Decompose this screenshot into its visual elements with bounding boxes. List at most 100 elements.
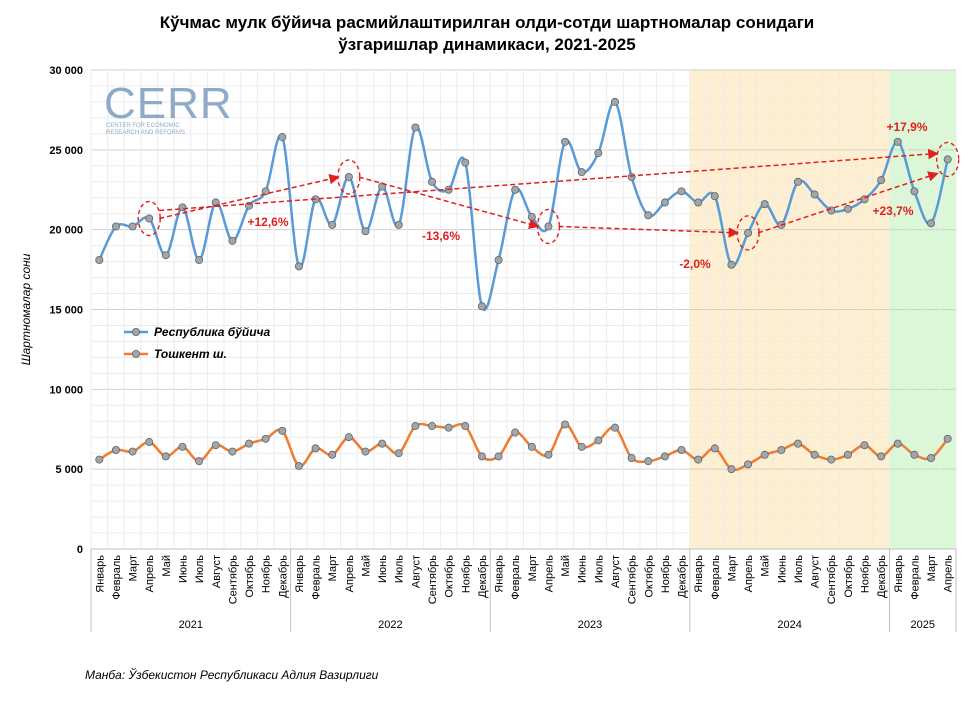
month-label: Декабрь <box>876 555 888 598</box>
month-label: Апрель <box>144 555 156 593</box>
series-0-point <box>278 133 287 142</box>
month-label: Январь <box>693 555 705 593</box>
series-1-point <box>843 450 852 459</box>
legend-marker-1 <box>131 349 140 358</box>
series-0-point <box>361 227 370 236</box>
logo-subtitle-line1: CENTER FOR ECONOMIC <box>106 123 180 129</box>
month-label: Ноябрь <box>660 555 672 593</box>
month-label: Июль <box>394 555 406 583</box>
series-1-point <box>228 447 237 456</box>
annotation-arrow-0 <box>159 173 340 220</box>
y-axis-title: Шартномалар сони <box>19 253 33 365</box>
series-0-point <box>394 220 403 229</box>
series-1-point <box>461 422 470 431</box>
month-label: Октябрь <box>444 555 456 598</box>
series-0-point <box>627 172 636 181</box>
month-label: Сентябрь <box>826 555 838 605</box>
month-label: Август <box>211 555 223 588</box>
series-0-point <box>328 220 337 229</box>
series-0-point <box>694 198 703 207</box>
month-label: Сентябрь <box>427 555 439 605</box>
month-label: Июль <box>194 555 206 583</box>
y-tick-label: 25 000 <box>49 145 83 157</box>
series-1-point <box>161 452 170 461</box>
month-label: Апрель <box>943 555 955 593</box>
series-1-point <box>111 446 120 455</box>
annotation-label-1: -13,6% <box>422 229 460 243</box>
month-label: Январь <box>494 555 506 593</box>
series-0-point <box>893 137 902 146</box>
series-0-point <box>195 256 204 265</box>
series-0-point <box>810 190 819 199</box>
series-1-point <box>927 453 936 462</box>
legend-label-0: Республика бўйича <box>154 325 271 339</box>
series-0-point <box>843 204 852 213</box>
month-label: Май <box>560 555 572 577</box>
series-1-point <box>810 450 819 459</box>
annotation-arrow-4 <box>159 148 939 212</box>
series-1-point <box>694 455 703 464</box>
series-0-point <box>428 177 437 186</box>
legend: Республика бўйича Тошкент ш. <box>124 325 271 361</box>
month-label: Июнь <box>776 555 788 583</box>
y-tick-label: 30 000 <box>49 65 83 77</box>
annotation-label-4: +17,9% <box>886 120 927 134</box>
series-0-point <box>111 222 120 231</box>
series-0-point <box>877 176 886 185</box>
annotation-layer: +12,6% -13,6% -2,0% +23,7% +17,9% <box>137 120 960 271</box>
year-label: 2025 <box>910 619 934 631</box>
month-label: Сентябрь <box>627 555 639 605</box>
series-0-point <box>793 177 802 186</box>
series-1-point <box>594 436 603 445</box>
series-1-point <box>827 455 836 464</box>
month-label: Март <box>527 555 539 581</box>
series-0-point <box>827 206 836 215</box>
chart-title-line2: ўзгаришлар динамикаси, 2021-2025 <box>338 35 636 54</box>
series-0-point <box>461 158 470 167</box>
month-label: Декабрь <box>477 555 489 598</box>
annotation-arrow-2 <box>558 225 740 238</box>
series-1-point <box>394 449 403 458</box>
series-1-point <box>893 439 902 448</box>
month-label: Май <box>760 555 772 577</box>
series-0-point <box>744 228 753 237</box>
series-1-point <box>644 457 653 466</box>
series-0-point <box>910 187 919 196</box>
legend-label-1: Тошкент ш. <box>154 347 227 361</box>
month-label: Январь <box>893 555 905 593</box>
month-label: Май <box>360 555 372 577</box>
series-1-point <box>660 452 669 461</box>
series-1-point <box>710 444 719 453</box>
series-1-point <box>610 423 619 432</box>
month-label: Август <box>410 555 422 588</box>
series-0-point <box>594 149 603 158</box>
chart-title: Кўчмас мулк бўйича расмийлаштирилган олд… <box>0 12 974 56</box>
series-1-point <box>544 450 553 459</box>
month-label: Октябрь <box>244 555 256 598</box>
y-tick-label: 20 000 <box>49 225 83 237</box>
month-label: Апрель <box>743 555 755 593</box>
month-label: Март <box>926 555 938 581</box>
year-label: 2022 <box>378 619 402 631</box>
month-label: Октябрь <box>643 555 655 598</box>
series-1-point <box>877 452 886 461</box>
series-1-point <box>261 434 270 443</box>
series-0-point <box>660 198 669 207</box>
month-label: Апрель <box>344 555 356 593</box>
month-label: Март <box>327 555 339 581</box>
month-label: Ноябрь <box>860 555 872 593</box>
year-label: 2023 <box>578 619 602 631</box>
series-0-point <box>145 214 154 223</box>
y-tick-label: 5 000 <box>55 464 83 476</box>
month-label: Июнь <box>177 555 189 583</box>
series-1-point <box>561 420 570 429</box>
annotation-label-2: -2,0% <box>679 257 711 271</box>
series-0-point <box>610 97 619 106</box>
month-label: Декабрь <box>277 555 289 598</box>
series-1-point <box>727 465 736 474</box>
series-1-point <box>860 441 869 450</box>
series-0-point <box>760 200 769 209</box>
series-1-point <box>910 450 919 459</box>
series-0-point <box>344 172 353 181</box>
